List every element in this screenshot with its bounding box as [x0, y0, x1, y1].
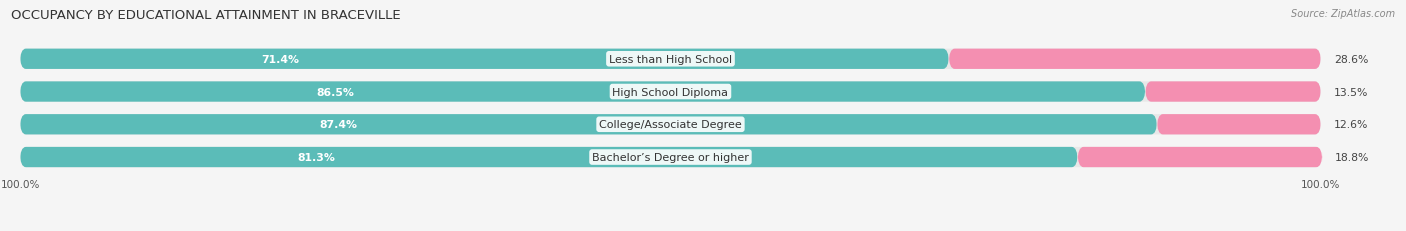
Text: College/Associate Degree: College/Associate Degree [599, 120, 742, 130]
FancyBboxPatch shape [20, 115, 1320, 135]
Text: 18.8%: 18.8% [1336, 152, 1369, 162]
Text: 87.4%: 87.4% [319, 120, 357, 130]
FancyBboxPatch shape [20, 49, 1320, 70]
Text: 81.3%: 81.3% [297, 152, 335, 162]
FancyBboxPatch shape [949, 49, 1320, 70]
Text: 71.4%: 71.4% [262, 55, 299, 64]
FancyBboxPatch shape [20, 115, 1157, 135]
Text: 100.0%: 100.0% [0, 179, 39, 189]
FancyBboxPatch shape [20, 49, 949, 70]
FancyBboxPatch shape [20, 82, 1146, 102]
FancyBboxPatch shape [20, 82, 1320, 102]
Text: Source: ZipAtlas.com: Source: ZipAtlas.com [1291, 9, 1395, 19]
Text: 12.6%: 12.6% [1334, 120, 1368, 130]
Text: 86.5%: 86.5% [316, 87, 354, 97]
Text: OCCUPANCY BY EDUCATIONAL ATTAINMENT IN BRACEVILLE: OCCUPANCY BY EDUCATIONAL ATTAINMENT IN B… [11, 9, 401, 22]
Text: 13.5%: 13.5% [1334, 87, 1368, 97]
Text: 100.0%: 100.0% [1301, 179, 1340, 189]
FancyBboxPatch shape [20, 147, 1077, 167]
FancyBboxPatch shape [1146, 82, 1320, 102]
FancyBboxPatch shape [20, 147, 1320, 167]
Text: Bachelor’s Degree or higher: Bachelor’s Degree or higher [592, 152, 749, 162]
FancyBboxPatch shape [1077, 147, 1322, 167]
Text: High School Diploma: High School Diploma [613, 87, 728, 97]
Text: Less than High School: Less than High School [609, 55, 733, 64]
Text: 28.6%: 28.6% [1334, 55, 1368, 64]
FancyBboxPatch shape [1157, 115, 1320, 135]
